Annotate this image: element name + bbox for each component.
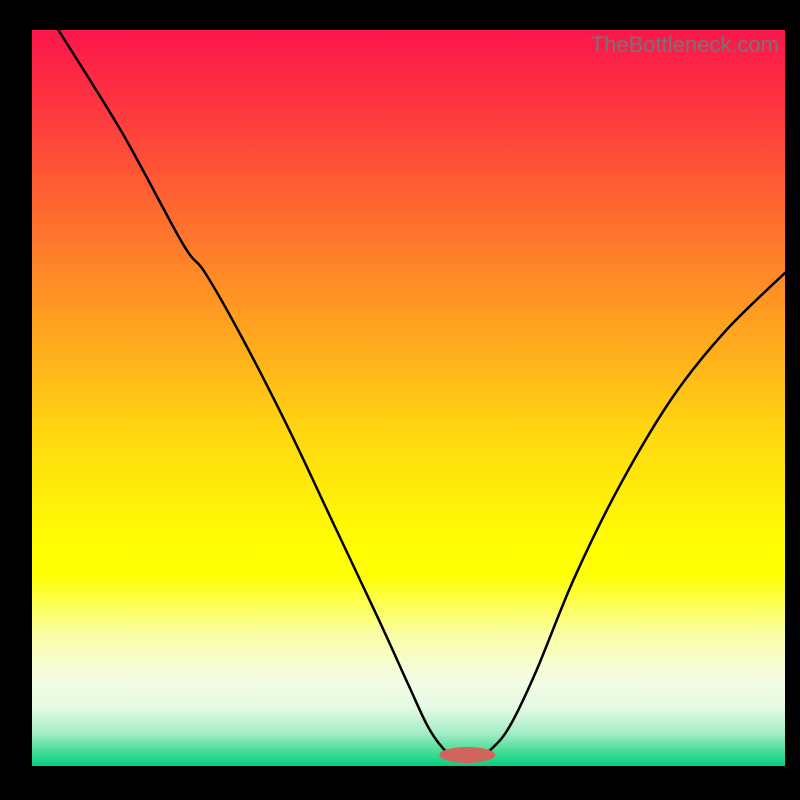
valley-marker [439,747,495,763]
chart-frame: TheBottleneck.com [0,0,800,800]
watermark-text: TheBottleneck.com [591,32,779,58]
curve-path [58,30,785,756]
bottleneck-curve [32,30,785,766]
plot-area: TheBottleneck.com [32,30,785,766]
